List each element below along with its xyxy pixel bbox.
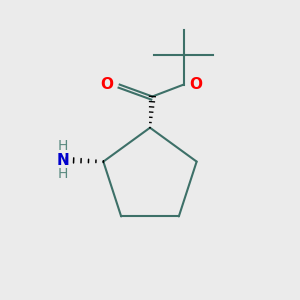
Text: N: N [57,153,70,168]
Text: O: O [101,76,114,92]
Text: H: H [58,167,68,182]
Text: O: O [189,76,202,92]
Text: H: H [58,139,68,153]
